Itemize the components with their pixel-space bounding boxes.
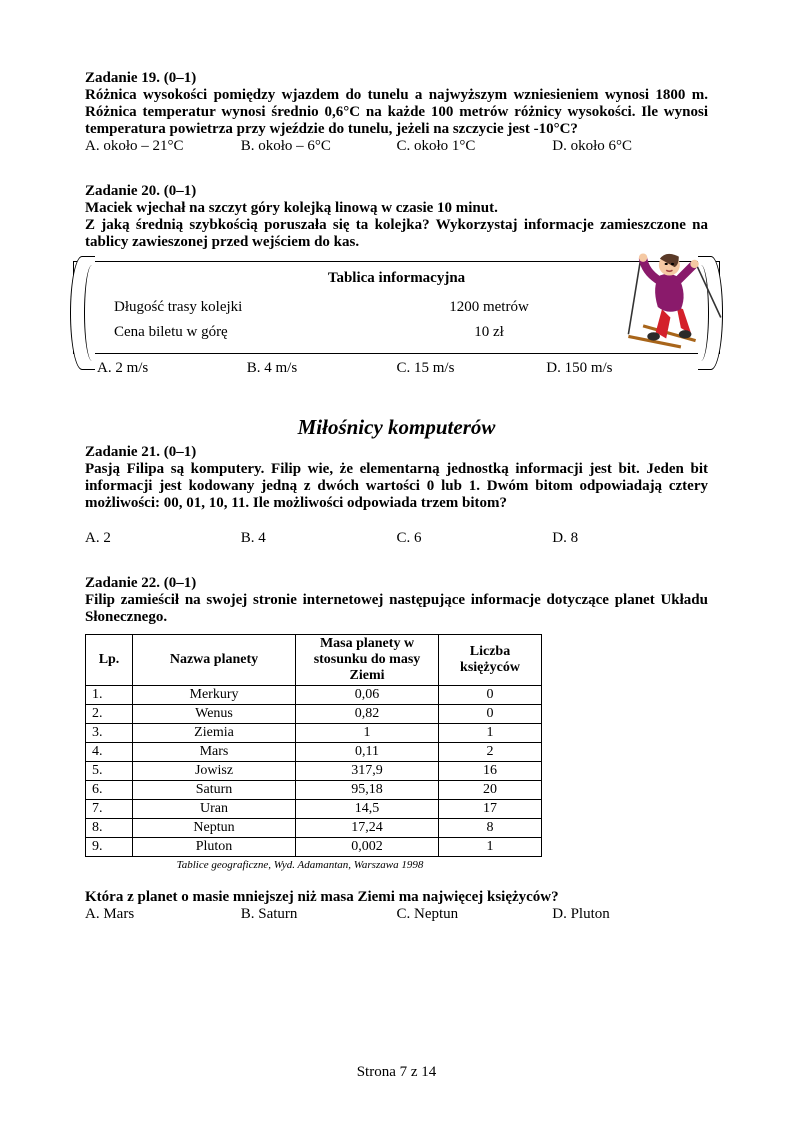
skier-icon xyxy=(620,244,725,349)
task-20: Zadanie 20. (0–1) Maciek wjechał na szcz… xyxy=(85,183,708,377)
table-cell: Wenus xyxy=(133,705,296,724)
task-text-line2: Z jaką średnią szybkością poruszała się … xyxy=(85,217,708,251)
task-22: Zadanie 22. (0–1) Filip zamieścił na swo… xyxy=(85,575,708,923)
option-a[interactable]: A. około – 21°C xyxy=(85,138,241,155)
task-title: Zadanie 19. (0–1) xyxy=(85,70,708,87)
task-title: Zadanie 22. (0–1) xyxy=(85,575,708,592)
task-question: Która z planet o masie mniejszej niż mas… xyxy=(85,889,708,906)
table-row: 7.Uran14,517 xyxy=(86,800,542,819)
table-cell: 0,82 xyxy=(296,705,439,724)
task-text: Filip zamieścił na swojej stronie intern… xyxy=(85,592,708,626)
task-options: A. 2 B. 4 C. 6 D. 8 xyxy=(85,530,708,547)
table-cell: 2 xyxy=(439,743,542,762)
table-cell: 1 xyxy=(439,724,542,743)
option-a[interactable]: A. 2 xyxy=(85,530,241,547)
table-cell: 14,5 xyxy=(296,800,439,819)
col-mass: Masa planety w stosunku do masy Ziemi xyxy=(296,635,439,686)
table-cell: 5. xyxy=(86,762,133,781)
planets-table: Lp. Nazwa planety Masa planety w stosunk… xyxy=(85,634,542,857)
table-row: 8.Neptun17,248 xyxy=(86,819,542,838)
row-label: Cena biletu w górę xyxy=(114,324,404,341)
option-d[interactable]: D. Pluton xyxy=(552,906,708,923)
table-cell: Pluton xyxy=(133,838,296,857)
info-board: Tablica informacyjna Długość trasy kolej… xyxy=(73,261,720,354)
table-cell: 1 xyxy=(439,838,542,857)
row-label: Długość trasy kolejki xyxy=(114,299,404,316)
option-b[interactable]: B. 4 xyxy=(241,530,397,547)
table-cell: 6. xyxy=(86,781,133,800)
board-title: Tablica informacyjna xyxy=(114,270,679,287)
table-cell: 7. xyxy=(86,800,133,819)
table-cell: 2. xyxy=(86,705,133,724)
table-cell: Saturn xyxy=(133,781,296,800)
table-row: 9.Pluton0,0021 xyxy=(86,838,542,857)
option-c[interactable]: C. 15 m/s xyxy=(397,360,547,377)
option-b[interactable]: B. 4 m/s xyxy=(247,360,397,377)
task-text-line1: Maciek wjechał na szczyt góry kolejką li… xyxy=(85,200,708,217)
table-cell: 3. xyxy=(86,724,133,743)
table-row: 2.Wenus0,820 xyxy=(86,705,542,724)
option-a[interactable]: A. 2 m/s xyxy=(97,360,247,377)
table-cell: 0 xyxy=(439,686,542,705)
table-row: 1.Merkury0,060 xyxy=(86,686,542,705)
task-title: Zadanie 20. (0–1) xyxy=(85,183,708,200)
option-c[interactable]: C. około 1°C xyxy=(397,138,553,155)
col-name: Nazwa planety xyxy=(133,635,296,686)
table-cell: 17 xyxy=(439,800,542,819)
table-cell: 1. xyxy=(86,686,133,705)
table-row: 6.Saturn95,1820 xyxy=(86,781,542,800)
table-cell: 0,11 xyxy=(296,743,439,762)
table-cell: Ziemia xyxy=(133,724,296,743)
table-cell: Neptun xyxy=(133,819,296,838)
table-cell: Mars xyxy=(133,743,296,762)
page-footer: Strona 7 z 14 xyxy=(0,1064,793,1081)
board-row: Długość trasy kolejki 1200 metrów xyxy=(114,295,679,320)
option-c[interactable]: C. 6 xyxy=(397,530,553,547)
col-moons: Liczba księżyców xyxy=(439,635,542,686)
table-cell: 0,06 xyxy=(296,686,439,705)
option-c[interactable]: C. Neptun xyxy=(397,906,553,923)
table-cell: 16 xyxy=(439,762,542,781)
table-row: 4.Mars0,112 xyxy=(86,743,542,762)
option-a[interactable]: A. Mars xyxy=(85,906,241,923)
section-title: Miłośnicy komputerów xyxy=(85,415,708,440)
table-cell: Jowisz xyxy=(133,762,296,781)
table-cell: Merkury xyxy=(133,686,296,705)
row-value: 10 zł xyxy=(404,324,574,341)
table-source: Tablice geograficzne, Wyd. Adamantan, Wa… xyxy=(85,859,515,871)
table-row: 5.Jowisz317,916 xyxy=(86,762,542,781)
board-row: Cena biletu w górę 10 zł xyxy=(114,320,679,345)
option-d[interactable]: D. około 6°C xyxy=(552,138,708,155)
table-cell: 4. xyxy=(86,743,133,762)
task-options: A. około – 21°C B. około – 6°C C. około … xyxy=(85,138,708,155)
scroll-left-decoration xyxy=(70,256,95,370)
table-cell: 0 xyxy=(439,705,542,724)
option-d[interactable]: D. 8 xyxy=(552,530,708,547)
table-cell: 317,9 xyxy=(296,762,439,781)
task-title: Zadanie 21. (0–1) xyxy=(85,444,708,461)
task-19: Zadanie 19. (0–1) Różnica wysokości pomi… xyxy=(85,70,708,155)
table-cell: 0,002 xyxy=(296,838,439,857)
task-options: A. Mars B. Saturn C. Neptun D. Pluton xyxy=(85,906,708,923)
table-cell: 8. xyxy=(86,819,133,838)
table-cell: 9. xyxy=(86,838,133,857)
table-header-row: Lp. Nazwa planety Masa planety w stosunk… xyxy=(86,635,542,686)
table-cell: 20 xyxy=(439,781,542,800)
option-b[interactable]: B. około – 6°C xyxy=(241,138,397,155)
table-cell: 1 xyxy=(296,724,439,743)
table-cell: 95,18 xyxy=(296,781,439,800)
task-options: A. 2 m/s B. 4 m/s C. 15 m/s D. 150 m/s xyxy=(85,360,708,377)
table-cell: 17,24 xyxy=(296,819,439,838)
task-text: Różnica wysokości pomiędzy wjazdem do tu… xyxy=(85,87,708,138)
row-value: 1200 metrów xyxy=(404,299,574,316)
task-21: Zadanie 21. (0–1) Pasją Filipa są komput… xyxy=(85,444,708,547)
table-cell: Uran xyxy=(133,800,296,819)
col-lp: Lp. xyxy=(86,635,133,686)
table-row: 3.Ziemia11 xyxy=(86,724,542,743)
option-d[interactable]: D. 150 m/s xyxy=(546,360,696,377)
task-text: Pasją Filipa są komputery. Filip wie, że… xyxy=(85,461,708,512)
table-cell: 8 xyxy=(439,819,542,838)
option-b[interactable]: B. Saturn xyxy=(241,906,397,923)
info-board-wrapper: Tablica informacyjna Długość trasy kolej… xyxy=(73,261,720,354)
